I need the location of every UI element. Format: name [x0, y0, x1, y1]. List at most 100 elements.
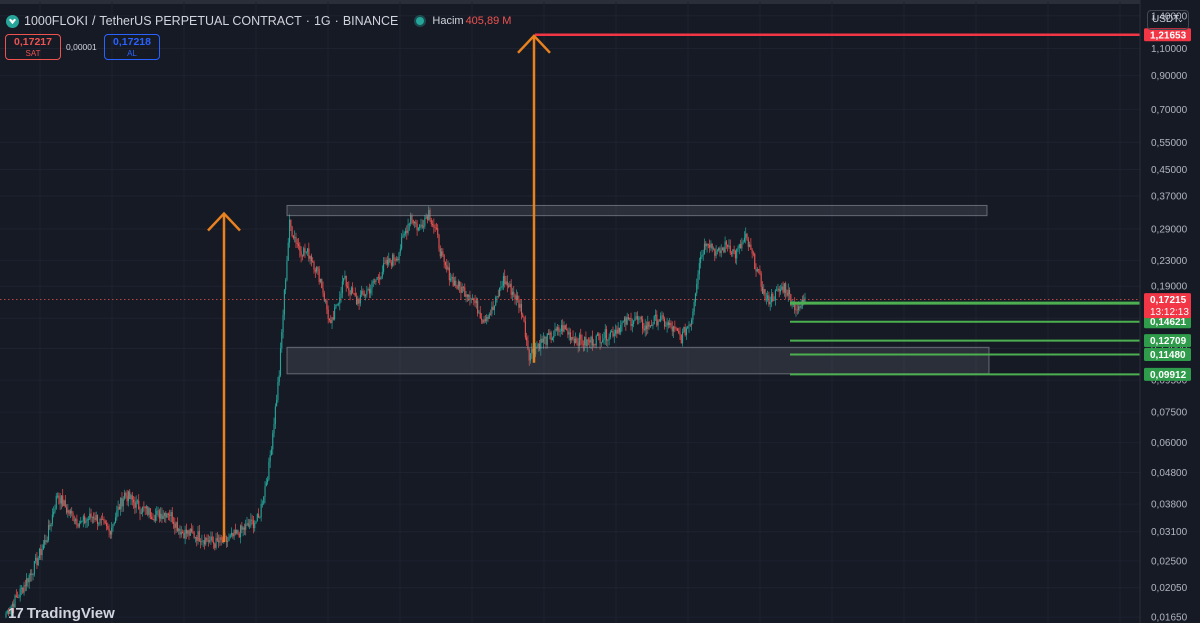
candle-body — [438, 234, 440, 249]
candle-body — [567, 330, 569, 335]
candle-body — [233, 530, 235, 537]
candle-body — [698, 263, 700, 275]
candle-body — [96, 515, 99, 524]
candle-body — [56, 495, 59, 497]
candle-body — [312, 261, 314, 263]
sell-button[interactable]: 0,17217 SAT — [5, 34, 61, 60]
candle-body — [336, 304, 338, 306]
candle-body — [13, 603, 15, 608]
candle-body — [602, 340, 604, 343]
candle-body — [504, 275, 506, 285]
candle-body — [297, 244, 300, 246]
candle-body — [629, 318, 631, 320]
candle-body — [490, 313, 492, 315]
candle-body — [130, 495, 132, 500]
candle-body — [495, 297, 497, 306]
candle-body — [607, 339, 609, 341]
candle-body — [746, 233, 748, 240]
candle-body — [209, 540, 211, 542]
candle-body — [603, 338, 605, 341]
candle-body — [728, 245, 730, 247]
candle-body — [73, 520, 75, 522]
candle-body — [169, 514, 171, 517]
candle-body — [785, 283, 787, 293]
price-tick-label: 0,19000 — [1151, 282, 1188, 293]
candle-body — [66, 507, 68, 513]
candle-body — [791, 304, 793, 306]
candle-body — [424, 218, 426, 227]
candle-body — [599, 335, 601, 344]
candle-body — [571, 337, 573, 341]
candle-body — [443, 255, 445, 263]
candle-body — [718, 247, 720, 251]
candle-body — [103, 519, 105, 522]
candle-body — [335, 304, 337, 308]
candle-body — [326, 300, 328, 310]
candle-body — [799, 306, 801, 308]
candles — [5, 206, 806, 619]
buy-button[interactable]: 0,17218 AL — [104, 34, 160, 60]
candle-body — [689, 324, 691, 326]
candle-body — [578, 334, 581, 346]
current-price-text: 0,17215 — [1150, 295, 1187, 306]
candle-body — [435, 227, 437, 229]
candle-body — [301, 255, 303, 257]
candle-body — [656, 314, 658, 326]
candle-body — [107, 526, 109, 529]
support-price-tag: 0,14621 — [1144, 315, 1191, 329]
candle-body — [627, 317, 629, 320]
currency-select[interactable]: USDT ⌄ — [1147, 10, 1189, 30]
candle-body — [666, 322, 668, 326]
candle-body — [685, 328, 687, 336]
candle-body — [651, 325, 653, 327]
candle-body — [392, 254, 394, 266]
price-tick-label: 0,06000 — [1151, 438, 1188, 449]
candle-body — [166, 513, 168, 518]
candle-body — [585, 337, 587, 347]
candle-body — [113, 522, 115, 525]
timeframe[interactable]: 1G — [313, 14, 331, 28]
candle-body — [526, 337, 528, 341]
candle-body — [441, 251, 443, 257]
candle-body — [203, 540, 206, 545]
candle-body — [71, 510, 73, 514]
candle-body — [82, 516, 84, 521]
candle-body — [509, 283, 511, 287]
resistance-zone — [286, 204, 988, 217]
candle-body — [207, 540, 209, 542]
candle-body — [343, 278, 345, 282]
candle-body — [287, 242, 289, 261]
candle-body — [764, 289, 766, 300]
candle-body — [796, 309, 798, 311]
candle-body — [714, 248, 716, 256]
candle-body — [334, 307, 336, 320]
candle-body — [501, 286, 503, 288]
candle-body — [531, 348, 533, 354]
candle-body — [763, 289, 765, 294]
candle-body — [44, 540, 46, 545]
candle-body — [58, 495, 60, 498]
candle-body — [755, 269, 757, 272]
candle-body — [406, 230, 408, 233]
candle-body — [620, 324, 622, 333]
candle-body — [618, 327, 620, 333]
symbol-name[interactable]: 1000FLOKI — [24, 14, 88, 28]
candle-body — [250, 519, 252, 526]
candle-body — [305, 251, 307, 253]
candle-body — [676, 328, 678, 331]
candle-body — [634, 318, 636, 321]
candle-body — [374, 281, 376, 283]
candle-body — [613, 333, 615, 337]
candle-countdown-text: 13:12:13 — [1150, 307, 1189, 318]
candle-body — [644, 325, 646, 331]
candle-body — [260, 504, 262, 517]
candle-body — [59, 497, 61, 504]
candle-body — [706, 243, 708, 247]
candle-body — [508, 285, 510, 287]
candle-body — [635, 316, 637, 319]
candle-body — [125, 492, 127, 496]
candle-body — [460, 286, 462, 293]
candle-body — [626, 317, 628, 325]
candle-body — [120, 497, 122, 510]
